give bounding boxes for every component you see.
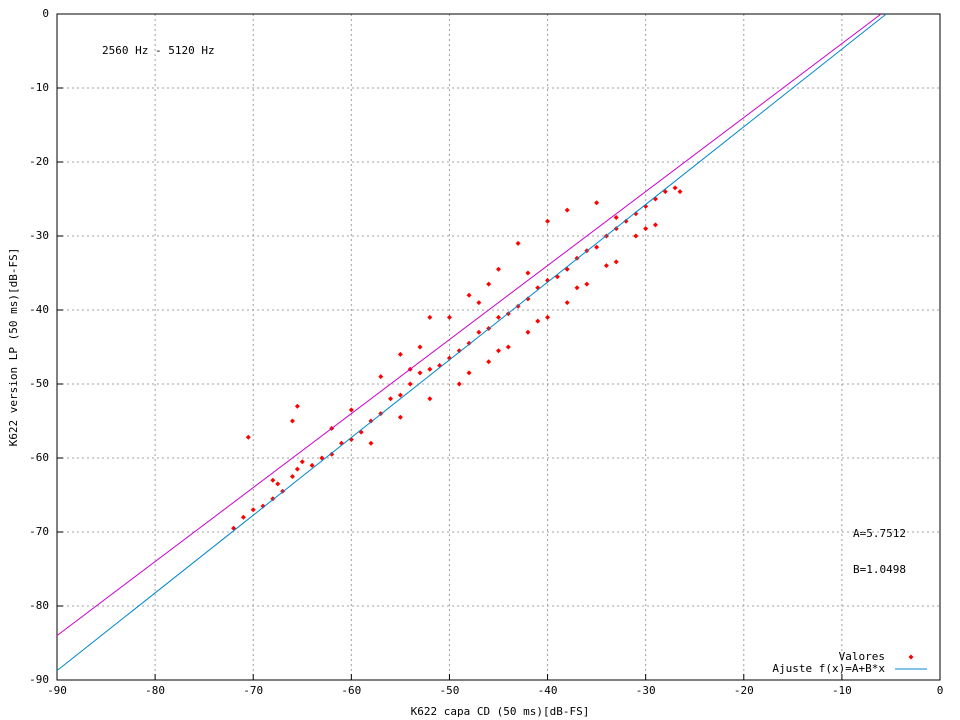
y-tick-label: 0 <box>42 7 49 20</box>
point <box>633 211 639 217</box>
point <box>496 348 501 354</box>
point <box>427 314 433 320</box>
x-tick-label: -70 <box>243 684 263 697</box>
fit-line <box>56 13 887 671</box>
y-tick-label: -30 <box>29 229 49 242</box>
point <box>250 507 256 513</box>
point <box>476 300 482 306</box>
x-axis-label: K622 capa CD (50 ms)[dB-FS] <box>411 705 590 718</box>
point <box>535 318 541 324</box>
point <box>486 359 492 365</box>
point <box>574 285 580 291</box>
point <box>417 370 423 376</box>
point <box>245 434 251 440</box>
fit-line <box>56 13 882 636</box>
point <box>466 340 472 346</box>
point <box>240 514 246 520</box>
point <box>677 189 683 195</box>
y-tick-label: -90 <box>29 673 49 686</box>
point <box>368 440 374 446</box>
point <box>584 281 590 287</box>
point <box>427 396 433 402</box>
x-tick-label: -50 <box>440 684 460 697</box>
legend-label: Valores <box>839 650 885 663</box>
point <box>294 466 300 472</box>
point <box>594 244 600 250</box>
point <box>525 329 531 335</box>
point <box>633 233 639 239</box>
point <box>231 525 237 531</box>
x-tick-label: -60 <box>341 684 361 697</box>
point <box>613 259 619 265</box>
point <box>270 477 276 483</box>
point <box>564 300 570 306</box>
y-tick-label: -60 <box>29 451 49 464</box>
point <box>397 351 403 357</box>
y-axis-label: K622 version LP (50 ms)[dB-FS] <box>7 248 20 447</box>
y-tick-label: -20 <box>29 155 49 168</box>
point <box>348 407 354 413</box>
point <box>456 348 462 354</box>
point <box>289 418 295 424</box>
x-tick-label: -90 <box>47 684 67 697</box>
point <box>672 185 678 191</box>
point <box>623 218 629 224</box>
point <box>299 459 305 465</box>
point <box>368 418 374 424</box>
point <box>496 314 501 320</box>
point <box>505 344 511 350</box>
point <box>613 215 619 220</box>
x-tick-label: 0 <box>937 684 944 697</box>
point <box>407 381 413 387</box>
legend-marker <box>908 654 914 660</box>
point <box>652 222 658 228</box>
point <box>603 263 609 269</box>
x-tick-label: -30 <box>636 684 656 697</box>
point <box>289 474 295 479</box>
y-tick-label: -80 <box>29 599 49 612</box>
annotation: 2560 Hz - 5120 Hz <box>102 44 215 57</box>
plot-frame <box>56 13 941 681</box>
point <box>525 270 531 276</box>
y-tick-label: -40 <box>29 303 49 316</box>
x-tick-label: -80 <box>145 684 165 697</box>
annotation: A=5.7512 <box>853 527 906 540</box>
point <box>545 314 551 320</box>
point <box>275 481 281 487</box>
y-tick-label: -50 <box>29 377 49 390</box>
point <box>270 496 276 502</box>
point <box>496 266 501 272</box>
point <box>456 381 462 387</box>
point <box>397 414 403 420</box>
point <box>417 344 423 350</box>
point <box>525 296 531 302</box>
point <box>446 314 452 320</box>
point <box>466 370 472 376</box>
legend-label: Ajuste f(x)=A+B*x <box>772 662 885 675</box>
point <box>427 366 433 372</box>
x-tick-label: -20 <box>734 684 754 697</box>
point <box>397 392 403 398</box>
annotation: B=1.0498 <box>853 563 906 576</box>
point <box>260 503 266 509</box>
x-tick-label: -40 <box>538 684 558 697</box>
point <box>515 240 521 246</box>
point <box>643 226 649 232</box>
point <box>309 462 315 468</box>
point <box>594 200 600 206</box>
y-tick-label: -10 <box>29 81 49 94</box>
point <box>545 218 551 224</box>
x-tick-label: -10 <box>832 684 852 697</box>
point <box>294 403 300 409</box>
point <box>388 396 394 402</box>
point <box>329 451 335 457</box>
point <box>486 281 492 287</box>
y-tick-label: -70 <box>29 525 49 538</box>
point <box>476 329 482 335</box>
point <box>466 292 472 298</box>
point <box>378 374 384 380</box>
point <box>564 207 570 213</box>
